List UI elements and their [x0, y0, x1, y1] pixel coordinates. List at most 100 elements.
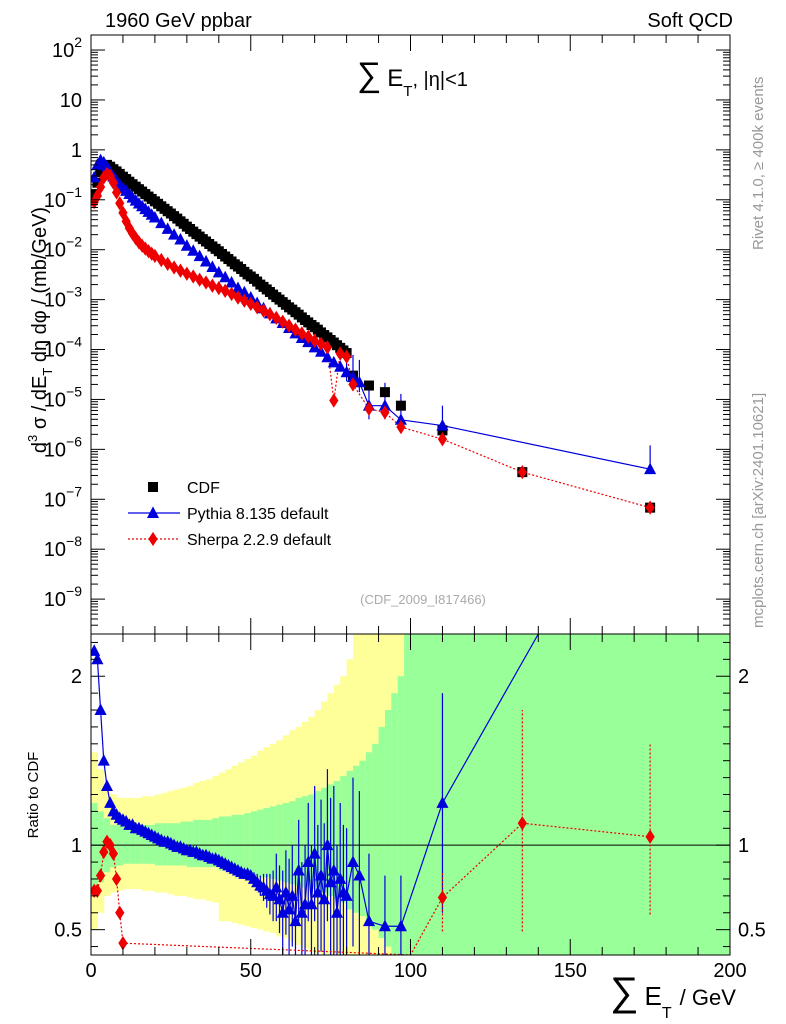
- ratio-y-tick-label-right: 1: [738, 835, 749, 857]
- pythia-point: [199, 254, 213, 267]
- tick-base: 10: [44, 340, 66, 362]
- ratio-sherpa-point: [95, 868, 106, 883]
- tick-base: 10: [52, 40, 74, 62]
- band-inner-bin: [135, 824, 143, 864]
- sherpa-point: [143, 244, 154, 259]
- pythia-point: [206, 260, 219, 272]
- tick-base: 10: [44, 589, 66, 611]
- ratio-pythia-point: [91, 644, 101, 656]
- ratio-y-tick-label-right: 0.5: [738, 920, 766, 942]
- ratio-pythia-point: [91, 652, 104, 665]
- cdf-point: [363, 380, 374, 391]
- band-inner-bin: [404, 634, 411, 955]
- ratio-y-tick-label-right: 2: [738, 666, 749, 688]
- tick-exponent: −9: [66, 583, 82, 599]
- band-inner-bin: [397, 676, 405, 955]
- ratio-pythia-point: [394, 919, 407, 932]
- header-process-label: Soft QCD: [647, 10, 733, 32]
- ratio-y-tick-label: 2: [71, 666, 82, 688]
- legend-marker-sherpa: [148, 531, 158, 547]
- pythia-point: [644, 462, 657, 475]
- sherpa-point: [131, 231, 141, 246]
- sherpa-point: [396, 419, 406, 435]
- tick-base: 10: [60, 90, 82, 112]
- band-inner-bin: [142, 824, 150, 864]
- band-inner-bin: [193, 819, 201, 868]
- cdf-point: [395, 400, 406, 411]
- band-inner-bin: [91, 802, 98, 893]
- sherpa-point: [316, 336, 326, 351]
- sherpa-point: [156, 252, 166, 268]
- ratio-sherpa-point: [437, 890, 448, 905]
- sherpa-point: [364, 401, 374, 416]
- sherpa-point: [105, 168, 115, 184]
- pythia-point: [187, 244, 200, 256]
- x-axis-label: ∑ ET / GeV: [610, 970, 736, 1022]
- ratio-sherpa-point: [92, 883, 103, 898]
- x-tick-label: 150: [554, 960, 587, 982]
- legend-marker-cdf: [148, 482, 158, 492]
- pythia-point: [212, 265, 225, 278]
- tick-exponent: −4: [66, 334, 82, 350]
- band-inner-bin: [282, 802, 290, 883]
- band-inner-bin: [372, 743, 380, 930]
- pythia-point: [91, 170, 101, 183]
- band-inner-bin: [129, 824, 137, 864]
- x-tick-label: 200: [713, 960, 746, 982]
- band-inner-bin: [244, 813, 252, 874]
- tick-base: 10: [44, 389, 66, 411]
- x-label-e: E: [645, 981, 662, 1011]
- ratio-pythia-point: [104, 796, 117, 808]
- main-y-tick-label: 10−3: [44, 284, 82, 312]
- pythia-point: [321, 350, 334, 363]
- ratio-plot-area: [91, 634, 730, 955]
- cdf-point: [92, 177, 103, 188]
- main-y-tick-label: 10−1: [44, 184, 82, 212]
- tick-base: 10: [44, 290, 66, 312]
- tick-exponent: −3: [66, 284, 82, 300]
- pythia-point: [168, 228, 181, 240]
- tick-base: 10: [44, 439, 66, 461]
- analysis-tag: (CDF_2009_I817466): [360, 592, 486, 607]
- main-y-tick-label: 1: [71, 140, 82, 162]
- sherpa-point: [246, 296, 256, 312]
- cdf-point: [379, 387, 390, 398]
- sherpa-point: [124, 221, 134, 236]
- sherpa-point: [437, 432, 448, 447]
- legend-label-sherpa: Sherpa 2.2.9 default: [187, 532, 332, 549]
- sherpa-point: [201, 275, 211, 290]
- sherpa-point: [163, 256, 173, 272]
- ylabel-sigma: σ / dE: [29, 376, 51, 435]
- band-inner-bin: [359, 760, 367, 917]
- sherpa-point: [99, 170, 109, 185]
- ratio-sherpa-point: [99, 844, 109, 860]
- band-inner-bin: [263, 808, 271, 878]
- ratio-sherpa-point: [108, 846, 118, 861]
- x-ticks: 0 50 100 150 200: [85, 35, 747, 982]
- main-y-tick-label: 10−6: [44, 433, 82, 461]
- pythia-point: [346, 370, 360, 383]
- main-y-tick-label: 102: [52, 34, 82, 62]
- band-inner-bin: [269, 806, 277, 879]
- sherpa-point: [127, 226, 138, 241]
- pythia-line: [93, 159, 651, 470]
- header-side-source: mcplots.cern.ch [arXiv:2401.10621]: [750, 393, 767, 628]
- band-inner-bin: [257, 809, 265, 878]
- sherpa-point: [188, 269, 198, 284]
- ratio-pythia-point: [436, 796, 449, 808]
- x-label-unit: / GeV: [680, 985, 737, 1010]
- pythia-point: [238, 285, 251, 298]
- pythia-point: [334, 360, 347, 372]
- x-label-t: T: [662, 1005, 672, 1022]
- sherpa-point: [207, 278, 218, 293]
- ratio-pythia-point: [94, 703, 107, 715]
- band-inner-bin: [225, 816, 233, 871]
- ratio-panel: 0.5 0.5 1 1 2 2 Ratio to CDF: [25, 633, 766, 956]
- band-inner-bin: [237, 814, 245, 873]
- ylabel-rest: dη dφ / (mb/GeV): [29, 207, 51, 368]
- band-inner-bin: [148, 824, 156, 864]
- legend-marker-pythia: [146, 506, 160, 518]
- sherpa-point: [108, 175, 118, 190]
- ratio-pythia-point: [362, 914, 376, 927]
- ratio-sherpa-point: [517, 816, 527, 831]
